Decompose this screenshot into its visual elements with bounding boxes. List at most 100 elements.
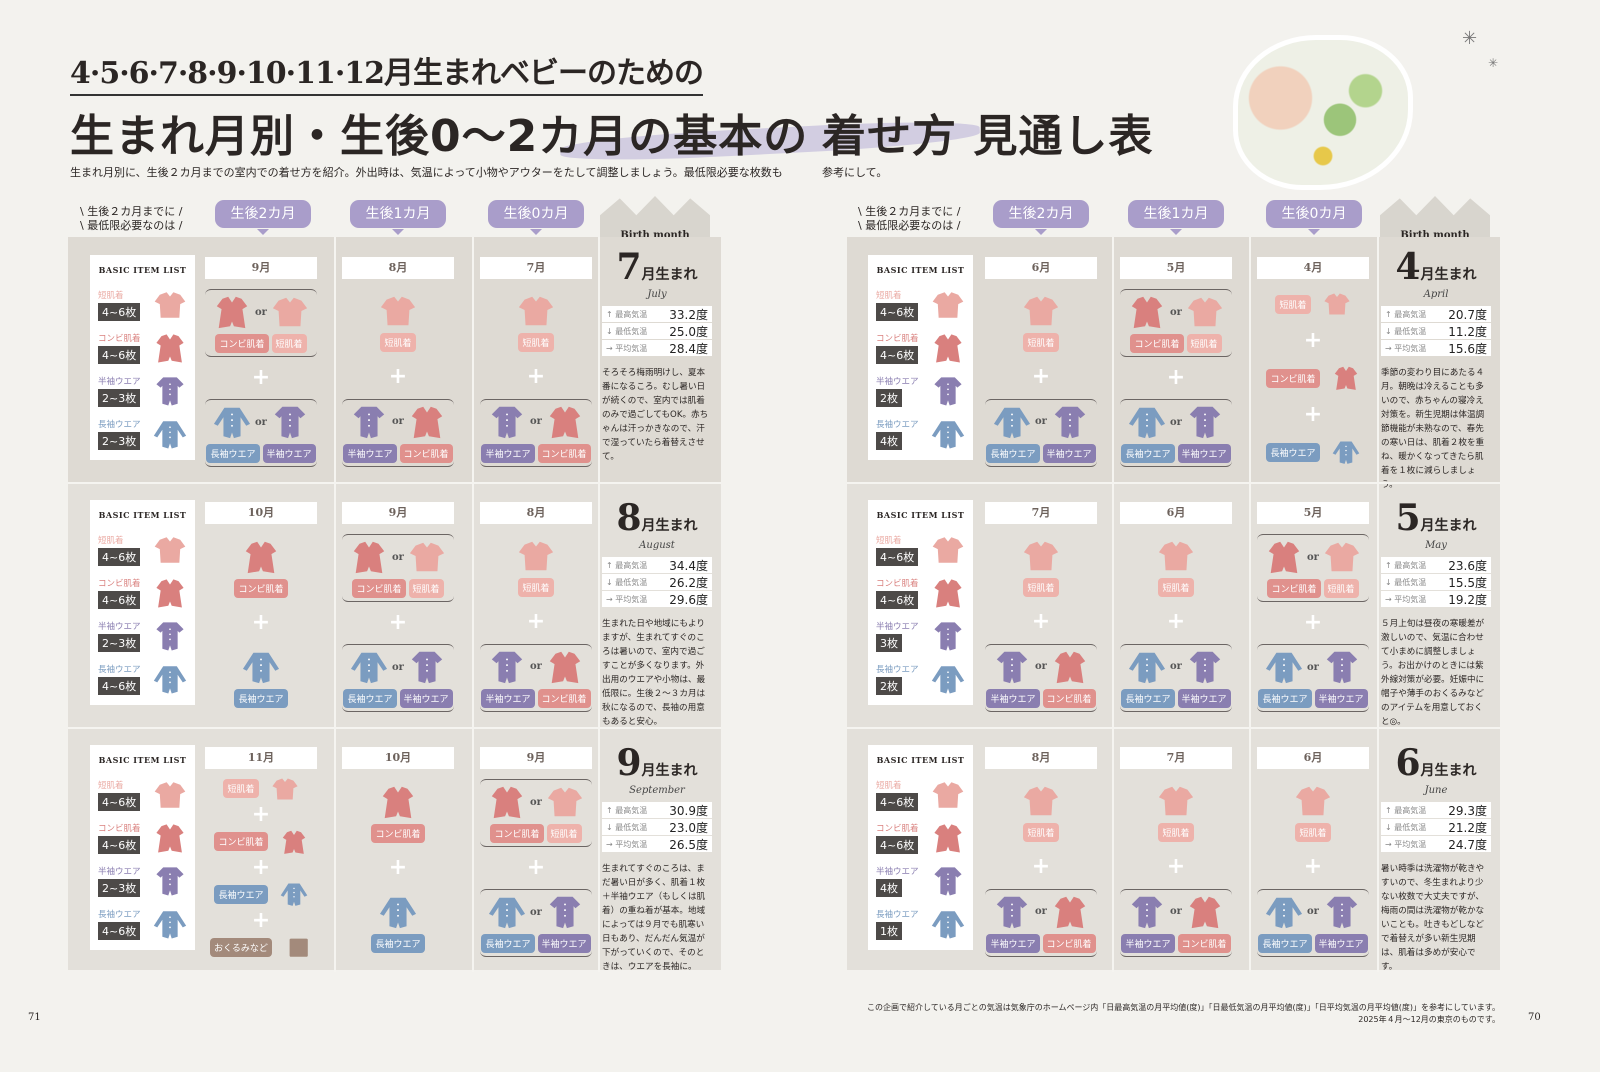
short-label: 短肌着 (271, 334, 307, 353)
outfit-group: or コンビ肌着 短肌着 (342, 534, 454, 602)
birth-month-number: 6 (1395, 742, 1421, 784)
item-count-badge: 4~6枚 (876, 792, 919, 811)
birth-month-description: 季節の変わり目にあたる４月。朝晩は冷えることも多いので、赤ちゃんの寝冷え対策を。… (1381, 368, 1485, 490)
outfit-group: or コンビ肌着 短肌着 (1120, 289, 1232, 357)
birth-month-english: September (629, 785, 685, 796)
or-label: or (392, 416, 404, 428)
basic-item-half: 半袖ウエア 2~3枚 (98, 614, 187, 657)
long-label: 長袖ウエア (986, 443, 1040, 463)
short-garment-icon (380, 297, 416, 326)
short-garment-icon (1187, 297, 1223, 327)
outfit-item: 長袖ウエア (1266, 438, 1359, 466)
combi-garment-icon (1268, 541, 1300, 574)
birth-month-label: Birth month (1400, 230, 1470, 241)
temperature-row: ↓ 最低気温 25.0度 (602, 323, 712, 339)
outfit-group: 長袖ウエア (205, 645, 317, 711)
short-label: 短肌着 (1023, 823, 1059, 843)
column-header-age-1: 生後1カ月 (1128, 200, 1224, 235)
short-label: 短肌着 (1275, 294, 1311, 314)
combi-garment-icon (1189, 896, 1221, 928)
item-name: 短肌着 (98, 290, 124, 301)
outfit-cell: 短肌着 + or 半袖ウエア コンビ肌着 (478, 528, 594, 718)
temperature-value: 34.4度 (669, 558, 708, 573)
long-garment-icon (213, 407, 251, 439)
column-divider (1112, 482, 1114, 727)
long-garment-icon (1265, 652, 1303, 684)
item-name: 長袖ウエア (876, 909, 919, 920)
temperature-value: 26.5度 (669, 837, 708, 852)
short-garment-icon (1323, 293, 1350, 315)
item-name: 半袖ウエア (876, 621, 919, 632)
plus-sign: + (1166, 365, 1186, 390)
temperature-row: → 平均気温 26.5度 (602, 836, 712, 852)
half-garment-icon (1189, 406, 1221, 439)
half-garment-icon (996, 896, 1028, 928)
combi-garment-icon (411, 406, 443, 438)
basic-item-short: 短肌着 4~6枚 (876, 773, 965, 816)
basic-item-half: 半袖ウエア 4枚 (876, 859, 965, 902)
temperature-value: 23.6度 (1448, 558, 1487, 573)
item-count-badge: 2枚 (876, 676, 902, 695)
half-label: 半袖ウエア (537, 934, 591, 953)
basic-item-combi: コンビ肌着 4~6枚 (876, 816, 965, 859)
birth-month-description: 生まれてすぐのころは、まだ暑い日が多く、肌着１枚＋半袖ウエア（もしくは肌着）の重… (602, 864, 706, 972)
cell-month-label: 9月 (342, 502, 454, 524)
cell-month-label: 8月 (985, 747, 1097, 769)
plus-sign: + (251, 854, 271, 880)
long-label: 長袖ウエア (1121, 444, 1175, 463)
plus-sign: + (1303, 853, 1323, 879)
column-divider (1249, 727, 1251, 972)
short-label: 短肌着 (1023, 578, 1059, 598)
baby-photo (1238, 40, 1408, 185)
half-garment-icon (491, 651, 523, 683)
long-label: 長袖ウエア (1258, 933, 1312, 953)
column-divider (334, 482, 336, 727)
item-name: 半袖ウエア (98, 866, 141, 877)
card-title: BASIC ITEM LIST (876, 265, 965, 275)
cell-month-label: 7月 (480, 257, 592, 279)
combi-label: コンビ肌着 (1042, 933, 1096, 953)
birth-month-english: June (1424, 785, 1448, 796)
temperature-row: ↓ 最低気温 15.5度 (1381, 574, 1491, 590)
combi-garment-icon (491, 786, 523, 819)
lead-text-left: 生まれ月別に、生後２カ月までの室内での着せ方を紹介。外出時は、気温によって小物や… (70, 166, 783, 179)
long-label: 長袖ウエア (1121, 688, 1175, 708)
plus-sign: + (251, 365, 271, 390)
cell-month-label: 9月 (205, 257, 317, 279)
basic-item-list-card: BASIC ITEM LIST 短肌着 4~6枚 コンビ肌着 4~6枚 半袖ウエア 2~3枚… (90, 745, 195, 950)
outfit-cell: 短肌着 + or 半袖ウエア コンビ肌着 (983, 528, 1099, 718)
half-label: 半袖ウエア (1121, 933, 1175, 953)
half-garment-icon (353, 406, 385, 438)
combi-garment-icon (282, 830, 305, 854)
temperature-value: 19.2度 (1448, 592, 1487, 607)
crown-decoration (1380, 196, 1490, 244)
cell-month-label: 9月 (480, 747, 592, 769)
long-garment-icon (1128, 652, 1166, 683)
outfit-group: コンビ肌着 (205, 535, 317, 601)
outfit-cell: or コンビ肌着 短肌着 + or 長袖ウエア 半袖ウエア (1255, 528, 1371, 718)
basic-item-combi: コンビ肌着 4~6枚 (876, 571, 965, 614)
lead-text-right: 参考にして。 (822, 166, 888, 179)
short-garment-icon (154, 536, 186, 563)
item-name: 短肌着 (876, 535, 902, 546)
basic-item-list-card: BASIC ITEM LIST 短肌着 4~6枚 コンビ肌着 4~6枚 半袖ウエア 2~3枚… (90, 255, 195, 460)
column-header-age-0: 生後0カ月 (1266, 200, 1362, 235)
short-garment-icon (932, 536, 964, 563)
long-garment-icon (1265, 897, 1303, 928)
card-title: BASIC ITEM LIST (98, 755, 187, 765)
plus-sign: + (1166, 853, 1186, 879)
item-name: 短肌着 (98, 535, 124, 546)
item-name: 短肌着 (876, 290, 902, 301)
half-garment-icon (156, 376, 184, 405)
basic-item-list-card: BASIC ITEM LIST 短肌着 4~6枚 コンビ肌着 4~6枚 半袖ウエア 2枚 長袖… (868, 255, 973, 460)
temperature-value: 23.0度 (669, 820, 708, 835)
item-count-badge: 1枚 (876, 921, 902, 940)
outfit-group: コンビ肌着 (342, 780, 454, 846)
footer-line-2: 2025年４月～12月の東京のものです。 (1358, 1015, 1500, 1024)
short-garment-icon (932, 291, 964, 318)
combi-garment-icon (245, 541, 277, 573)
basic-item-long: 長袖ウエア 2~3枚 (98, 412, 187, 455)
short-label: 短肌着 (1186, 334, 1222, 353)
birth-month-number: 5 (1395, 497, 1421, 539)
sparkle-icon: ✳ (1462, 28, 1478, 49)
